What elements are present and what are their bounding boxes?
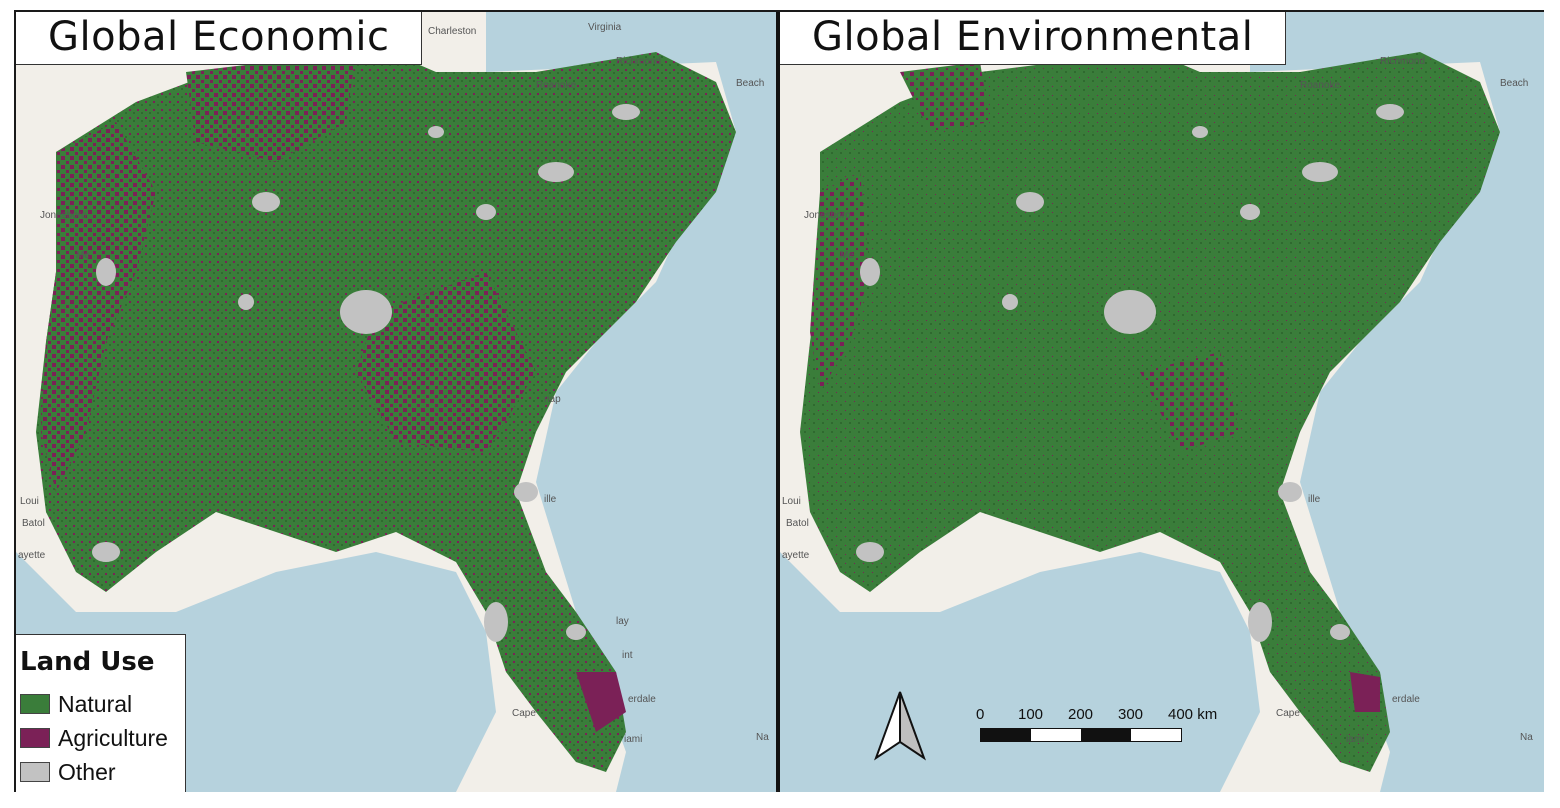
label-roanoke: Roanoke bbox=[536, 80, 576, 91]
label-nap: nap bbox=[544, 394, 561, 405]
agriculture-patch-south bbox=[576, 672, 626, 732]
scale-seg-1 bbox=[981, 729, 1031, 741]
label-batol-right: Batol bbox=[786, 518, 809, 529]
label-beach-right: Beach bbox=[1500, 78, 1528, 89]
other-patches-right bbox=[856, 104, 1404, 642]
legend-label-agriculture: Agriculture bbox=[58, 724, 168, 751]
label-erdale-right: erdale bbox=[1392, 694, 1420, 705]
label-richmond-right: Richmond bbox=[1380, 56, 1425, 67]
legend-label-other: Other bbox=[58, 758, 116, 785]
map-canvas-economic[interactable]: Charleston Virginia Richmond Roanoke Bea… bbox=[16, 12, 776, 792]
scale-tick-100: 100 bbox=[1018, 706, 1044, 723]
label-int: int bbox=[622, 650, 633, 661]
agriculture-band-north-right bbox=[900, 62, 990, 132]
label-batol: Batol bbox=[22, 518, 45, 529]
scale-tick-400: 400 km bbox=[1168, 706, 1218, 723]
label-na: Na bbox=[756, 732, 769, 743]
label-ayette: ayette bbox=[18, 550, 46, 561]
legend: Land Use Natural Agriculture Other bbox=[16, 634, 186, 792]
legend-swatch-natural bbox=[20, 694, 50, 714]
agriculture-band-west-right bbox=[810, 172, 870, 392]
label-richmond: Richmond bbox=[616, 56, 661, 67]
label-ville-right: ille bbox=[1308, 494, 1321, 505]
scale-seg-4 bbox=[1131, 729, 1181, 741]
legend-swatch-agriculture bbox=[20, 728, 50, 748]
label-loui: Loui bbox=[20, 496, 39, 507]
scale-tick-300: 300 bbox=[1118, 706, 1144, 723]
label-jonesboro: Jonesboro bbox=[40, 210, 87, 221]
scale-bar: 0 100 200 300 400 km bbox=[976, 706, 1240, 746]
legend-label-natural: Natural bbox=[58, 690, 133, 717]
north-arrow-icon bbox=[874, 691, 926, 761]
other-patches bbox=[92, 104, 640, 642]
scale-bar-segments bbox=[980, 728, 1182, 742]
label-jonesboro-right: Jonesboro bbox=[804, 210, 851, 221]
scale-tick-0: 0 bbox=[976, 706, 985, 723]
label-roanoke-right: Roanoke bbox=[1300, 80, 1340, 91]
label-na-right: Na bbox=[1520, 732, 1533, 743]
label-me-right: Me bbox=[840, 250, 854, 261]
agriculture-band-central bbox=[356, 272, 536, 452]
panel-title-environmental: Global Environmental bbox=[780, 12, 1287, 65]
label-cape: Cape bbox=[512, 708, 536, 719]
agriculture-patch-south-right bbox=[1350, 672, 1380, 712]
scale-seg-3 bbox=[1081, 729, 1131, 741]
label-charleston: Charleston bbox=[428, 26, 476, 37]
panel-title-economic: Global Economic bbox=[16, 12, 423, 65]
label-cape-right: Cape bbox=[1276, 708, 1300, 719]
label-iami: iami bbox=[624, 734, 642, 745]
label-iami-right: iami bbox=[1346, 734, 1364, 745]
agriculture-band-north bbox=[186, 52, 356, 162]
map-canvas-environmental[interactable]: Richmond Roanoke Beach Jonesboro Me Loui… bbox=[780, 12, 1544, 792]
land-use-region-environmental bbox=[800, 42, 1500, 772]
legend-title: Land Use bbox=[20, 647, 155, 677]
label-loui-right: Loui bbox=[782, 496, 801, 507]
legend-item-agriculture: Agriculture bbox=[20, 721, 185, 755]
label-beach: Beach bbox=[736, 78, 764, 89]
label-virginia: Virginia bbox=[588, 22, 622, 33]
label-erdale: erdale bbox=[628, 694, 656, 705]
map-panel-economic[interactable]: Charleston Virginia Richmond Roanoke Bea… bbox=[16, 12, 776, 792]
label-ayette-right: ayette bbox=[782, 550, 810, 561]
legend-swatch-other bbox=[20, 762, 50, 782]
map-panel-environmental[interactable]: Richmond Roanoke Beach Jonesboro Me Loui… bbox=[780, 12, 1544, 792]
legend-item-natural: Natural bbox=[20, 687, 185, 721]
label-ville: ille bbox=[544, 494, 557, 505]
label-lay: lay bbox=[616, 616, 629, 627]
scale-tick-200: 200 bbox=[1068, 706, 1094, 723]
agriculture-band-central-right bbox=[1140, 352, 1240, 452]
agriculture-band-west bbox=[41, 122, 156, 492]
label-me: Me bbox=[76, 250, 90, 261]
scale-seg-2 bbox=[1031, 729, 1081, 741]
legend-item-other: Other bbox=[20, 755, 185, 789]
